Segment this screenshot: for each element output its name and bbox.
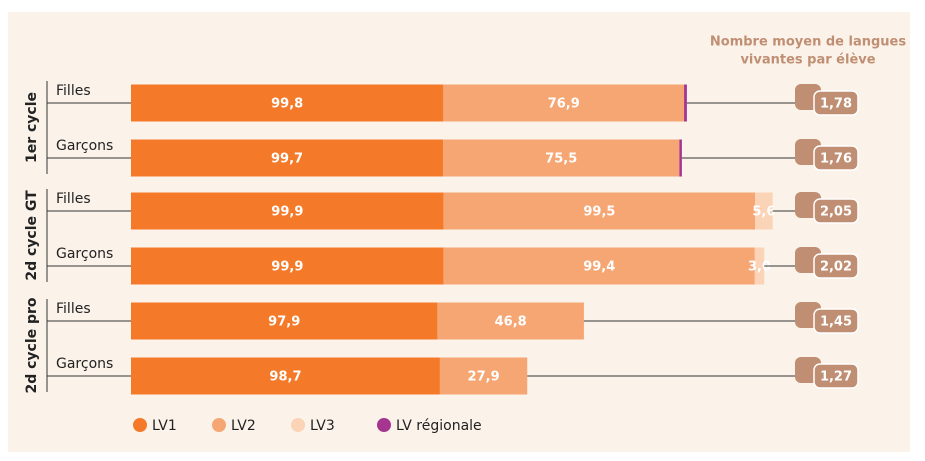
bar-segment [684, 84, 687, 122]
legend-marker [377, 418, 391, 432]
legend-marker [133, 418, 147, 432]
average-label: 1,76 [820, 152, 852, 167]
data-label: 76,9 [548, 97, 580, 112]
data-label: 98,7 [269, 370, 301, 385]
average-label: 1,45 [820, 315, 852, 330]
data-label: 99,4 [583, 260, 615, 275]
bar-segment [131, 84, 444, 122]
legend-label: LV3 [310, 418, 335, 434]
average-label: 2,02 [820, 260, 852, 275]
data-label: 99,9 [271, 260, 303, 275]
bar-segment [755, 192, 773, 230]
legend-label: LV1 [152, 418, 177, 434]
bar-segment [443, 84, 685, 122]
row-label: Filles [56, 191, 91, 207]
data-label: 75,5 [545, 152, 577, 167]
average-bubble [813, 253, 859, 279]
averages-title: Nombre moyen de langues [710, 35, 906, 50]
average-label: 2,05 [820, 205, 852, 220]
group-label: 2d cycle pro [24, 297, 40, 393]
legend-marker [212, 418, 226, 432]
average-label: 1,27 [820, 370, 852, 385]
bar-segment [131, 302, 438, 340]
legend-label: LV2 [231, 418, 256, 434]
bar-segment [439, 357, 528, 395]
average-bubble [813, 145, 859, 171]
bar-segment [437, 302, 584, 340]
bar-segment [131, 139, 444, 177]
row-label: Garçons [56, 138, 113, 154]
average-bubble [813, 90, 859, 116]
data-label: 99,7 [271, 152, 303, 167]
bar-segment [131, 192, 444, 230]
group-label: 1er cycle [24, 92, 40, 163]
averages-title: vivantes par élève [740, 53, 875, 68]
average-label: 1,78 [820, 97, 852, 112]
data-label: 27,9 [468, 370, 500, 385]
data-label: 46,8 [495, 315, 527, 330]
bar-segment [443, 139, 680, 177]
data-label: 99,8 [271, 97, 303, 112]
data-label: 97,9 [268, 315, 300, 330]
data-label: 3,0 [748, 260, 771, 275]
bar-segment [443, 247, 755, 285]
average-bubble [813, 363, 859, 389]
row-label: Filles [56, 301, 91, 317]
row-label: Garçons [56, 356, 113, 372]
bar-segment [131, 357, 440, 395]
legend-marker [291, 418, 305, 432]
bar-segment [679, 139, 682, 177]
row-label: Garçons [56, 246, 113, 262]
bar-segment [131, 247, 444, 285]
bar-segment [443, 192, 756, 230]
data-label: 99,9 [271, 205, 303, 220]
data-label: 99,5 [583, 205, 615, 220]
bar-segment [754, 247, 765, 285]
data-label: 5,6 [752, 205, 775, 220]
group-label: 2d cycle GT [24, 190, 40, 281]
average-bubble [813, 308, 859, 334]
legend-label: LV régionale [396, 418, 482, 434]
average-bubble [813, 198, 859, 224]
row-label: Filles [56, 83, 91, 99]
